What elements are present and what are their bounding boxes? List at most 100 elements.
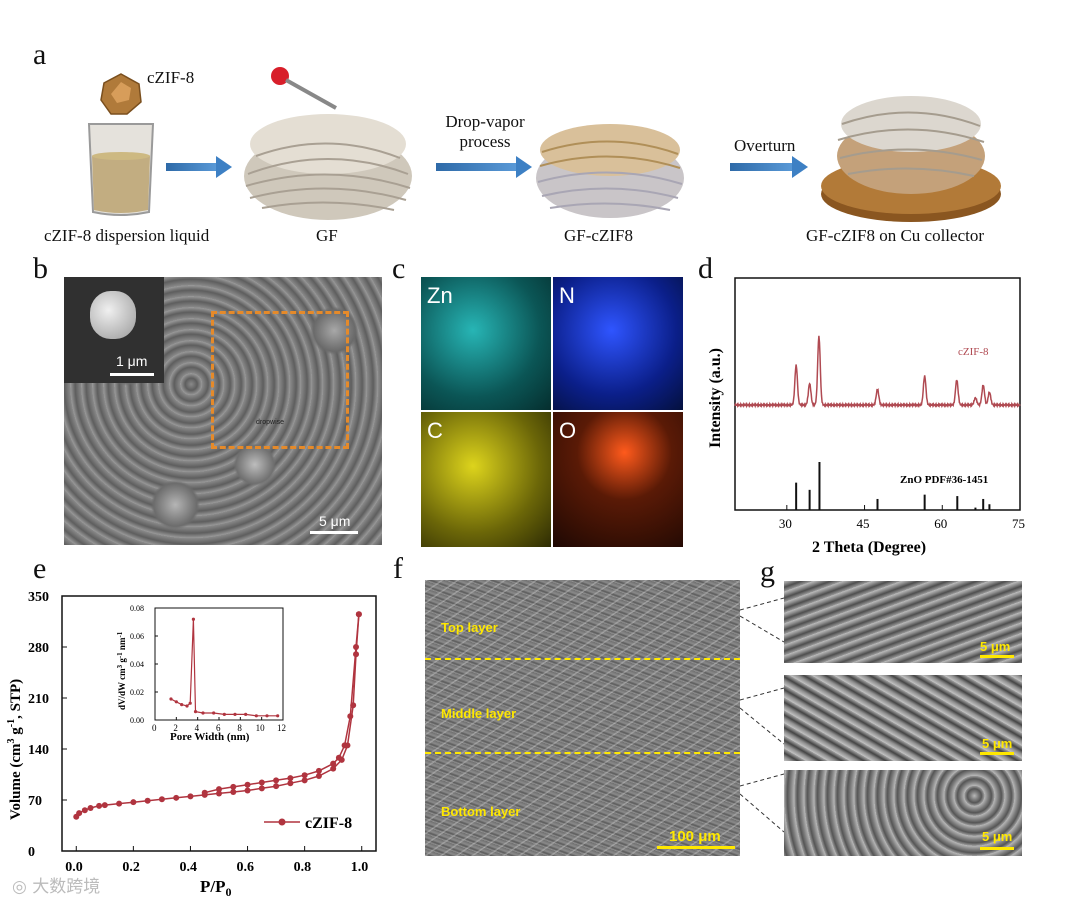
arrow-3-label: Overturn (734, 136, 796, 155)
iso-point-27 (355, 611, 362, 618)
iso-point-37 (258, 779, 265, 786)
panel-label-g: g (760, 555, 775, 588)
eds-maps: Zn N C O (421, 277, 683, 547)
iso-point-9 (158, 796, 165, 803)
iso-point-8 (144, 797, 151, 804)
gf-czif8-on-cu (821, 96, 1001, 222)
g-scale-top: 5 μm (980, 639, 1011, 654)
gf-czif8-nest (536, 124, 684, 218)
inset-xtick-label-0: 0 (152, 723, 157, 733)
beaker-icon (87, 123, 155, 216)
iso-ytick-label-4: 280 (28, 641, 49, 656)
inset-ytick-label-1: 0.02 (130, 688, 144, 697)
iso-point-28 (353, 644, 360, 650)
inset-ytick-label-0: 0.00 (130, 716, 144, 725)
iso-point-1 (76, 810, 83, 817)
panel-label-e: e (33, 552, 47, 585)
panel-label-d: d (698, 252, 713, 285)
iso-point-13 (216, 790, 222, 797)
g-scale-bottom: 5 μm (982, 829, 1013, 844)
caption-gf-czif8-cu: GF-cZIF8 on Cu collector (806, 226, 984, 245)
inset-point-7 (201, 711, 205, 715)
map-c: C (421, 412, 551, 547)
f-scale-bar (657, 846, 735, 849)
inset-point-13 (265, 714, 269, 718)
sem-image-b: 1 μm dropwise 5 μm (64, 277, 382, 545)
inset-ytick-label-2: 0.04 (130, 660, 144, 669)
iso-point-14 (230, 788, 237, 795)
iso-inset: 0 2 4 6 8 10 12 0.00 0.02 0.04 0.06 0.08 Pore Width… (116, 604, 286, 743)
arrow-2-label: Drop-vapor process (445, 112, 525, 151)
inset-point-9 (222, 712, 226, 716)
iso-legend-marker (278, 818, 286, 826)
inset-point-1 (174, 700, 178, 704)
iso-point-21 (330, 765, 337, 772)
xrd-ylabel: Intensity (a.u.) (707, 348, 724, 448)
iso-point-7 (130, 799, 137, 806)
inset-ytick-label-3: 0.06 (130, 632, 144, 641)
inset-xtick-label-2: 4 (195, 723, 200, 733)
inset-xtick-label-5: 10 (256, 723, 266, 733)
xrd-xtick-label-1: 45 (857, 516, 870, 531)
particle-label: cZIF-8 (147, 68, 195, 87)
arrow-2 (436, 156, 532, 178)
f-scale-text: 100 μm (669, 828, 721, 845)
scale-bar (310, 531, 358, 534)
inset-xtick-label-3: 6 (216, 723, 221, 733)
sem-inset: 1 μm (64, 277, 164, 383)
map-o: O (553, 412, 683, 547)
arrow-1 (166, 156, 232, 178)
iso-xtick-label-0: 0.0 (65, 860, 83, 875)
highlight-box (211, 311, 349, 449)
iso-point-6 (116, 800, 123, 807)
layer-label-top: Top layer (441, 620, 498, 635)
iso-xtick-label-3: 0.6 (237, 860, 255, 875)
dropper-icon (271, 67, 337, 110)
inset-ylabel: dV/dW cm3 g-1 nm-1 (116, 631, 127, 710)
iso-point-4 (96, 802, 103, 809)
xrd-xtick-label-2: 60 (934, 516, 947, 531)
iso-point-15 (244, 787, 251, 794)
iso-xtick-label-4: 0.8 (294, 860, 312, 875)
xrd-series-czif8 (734, 335, 1021, 409)
iso-point-29 (347, 713, 354, 720)
inset-point-3 (185, 704, 189, 708)
layer-divider-1 (425, 658, 740, 660)
iso-xtick-label-5: 1.0 (351, 860, 369, 875)
iso-point-24 (350, 702, 357, 709)
inset-point-2 (180, 703, 184, 707)
sem-image-f: Top layer Middle layer Bottom layer 100 … (425, 580, 740, 856)
xrd-xtick-label-0: 30 (779, 516, 792, 531)
inset-point-0 (169, 697, 173, 701)
inset-ytick-label-4: 0.08 (130, 604, 144, 613)
scale-text: 5 μm (319, 513, 351, 529)
iso-point-20 (315, 772, 322, 779)
iso-point-41 (201, 789, 208, 796)
iso-point-10 (173, 794, 180, 801)
panel-label-c: c (392, 252, 406, 285)
iso-point-2 (81, 807, 88, 814)
iso-point-5 (101, 802, 108, 809)
inset-point-8 (212, 711, 216, 715)
watermark: ◎ 大数跨境 (12, 877, 101, 897)
arrow-3 (730, 156, 808, 178)
caption-gf: GF (316, 226, 338, 245)
iso-point-16 (258, 785, 265, 792)
iso-point-19 (301, 777, 308, 784)
iso-ytick-label-5: 350 (28, 590, 49, 605)
xrd-xlabel: 2 Theta (Degree) (812, 539, 926, 556)
layer-divider-2 (425, 752, 740, 754)
inset-xtick-label-1: 2 (173, 723, 178, 733)
g-scale-middle: 5 μm (982, 736, 1013, 751)
connector-lines (740, 597, 785, 833)
inset-xtick-label-4: 8 (237, 723, 242, 733)
iso-point-25 (353, 651, 360, 658)
iso-point-18 (287, 780, 294, 787)
iso-point-40 (216, 786, 222, 793)
iso-xlabel: P/P0 (200, 877, 232, 899)
inset-point-11 (244, 712, 248, 716)
sem-g-top: 5 μm (784, 581, 1022, 663)
iso-point-32 (330, 760, 337, 767)
xrd-xtick-label-3: 75 (1012, 516, 1025, 531)
